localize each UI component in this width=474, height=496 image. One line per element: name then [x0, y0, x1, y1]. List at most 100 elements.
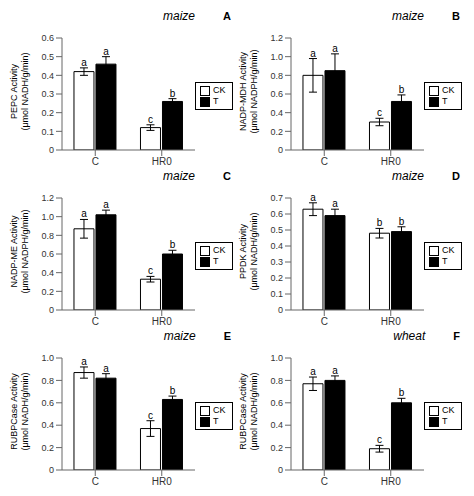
svg-text:c: c	[148, 265, 153, 276]
svg-text:a: a	[103, 46, 109, 57]
svg-text:0.8: 0.8	[41, 231, 54, 241]
svg-text:HR0: HR0	[152, 156, 172, 167]
svg-text:0.4: 0.4	[270, 420, 283, 430]
svg-text:PPDK Activity(μmol NADH/g/min): PPDK Activity(μmol NADH/g/min)	[238, 212, 259, 290]
svg-text:1.2: 1.2	[270, 33, 283, 43]
svg-text:0.8: 0.8	[270, 71, 283, 81]
html-text:CK: CK	[442, 245, 455, 255]
svg-text:0.7: 0.7	[270, 193, 283, 203]
svg-text:1.2: 1.2	[41, 193, 54, 203]
svg-text:HR0: HR0	[381, 476, 401, 487]
svg-text:a: a	[332, 198, 338, 209]
svg-text:0.6: 0.6	[41, 33, 54, 43]
svg-text:0.4: 0.4	[270, 108, 283, 118]
svg-text:HR0: HR0	[381, 156, 401, 167]
svg-text:a: a	[310, 192, 316, 203]
svg-text:b: b	[399, 84, 405, 95]
svg-text:0.2: 0.2	[41, 108, 54, 118]
svg-text:b: b	[170, 239, 176, 250]
svg-text:0.3: 0.3	[41, 89, 54, 99]
svg-text:C: C	[92, 156, 99, 167]
html-text:maize: maize	[163, 329, 196, 343]
html-text:CK: CK	[442, 85, 455, 95]
html-text:maize: maize	[163, 9, 195, 23]
svg-text:a: a	[81, 356, 87, 367]
svg-text:0.6: 0.6	[270, 398, 283, 408]
svg-text:0: 0	[278, 465, 283, 475]
svg-text:0.1: 0.1	[270, 289, 283, 299]
svg-text:0: 0	[49, 145, 54, 155]
svg-text:0.5: 0.5	[270, 225, 283, 235]
html-text:E: E	[223, 330, 231, 342]
svg-text:0.1: 0.1	[41, 127, 54, 137]
svg-text:0: 0	[49, 305, 54, 315]
svg-text:a: a	[310, 48, 316, 59]
svg-text:a: a	[332, 43, 338, 54]
svg-text:RUBPCase Activity(μmol NADH/g/: RUBPCase Activity(μmol NADH/g/min)	[238, 372, 259, 450]
svg-text:1.0: 1.0	[270, 52, 283, 62]
svg-text:C: C	[92, 316, 99, 327]
html-text:D: D	[452, 170, 460, 182]
html-text:maize: maize	[392, 9, 424, 23]
svg-text:0: 0	[278, 305, 283, 315]
svg-text:0: 0	[278, 145, 283, 155]
html-text:CK: CK	[213, 405, 226, 415]
svg-text:b: b	[170, 88, 176, 99]
svg-text:c: c	[148, 114, 153, 125]
html-text:maize: maize	[163, 169, 195, 183]
svg-text:C: C	[321, 156, 328, 167]
svg-text:0.6: 0.6	[41, 249, 54, 259]
svg-text:1.0: 1.0	[41, 353, 54, 363]
svg-text:b: b	[170, 385, 176, 396]
svg-text:a: a	[103, 363, 109, 374]
svg-text:0: 0	[49, 465, 54, 475]
svg-text:0.3: 0.3	[270, 257, 283, 267]
svg-text:0.4: 0.4	[41, 71, 54, 81]
svg-text:0.5: 0.5	[41, 52, 54, 62]
svg-text:0.8: 0.8	[270, 376, 283, 386]
svg-text:a: a	[310, 366, 316, 377]
svg-text:1.0: 1.0	[41, 212, 54, 222]
svg-text:a: a	[81, 208, 87, 219]
svg-text:b: b	[399, 216, 405, 227]
svg-text:0.4: 0.4	[41, 268, 54, 278]
svg-text:0.4: 0.4	[270, 241, 283, 251]
svg-text:0.6: 0.6	[270, 209, 283, 219]
svg-text:0.2: 0.2	[41, 443, 54, 453]
html-text:CK: CK	[213, 85, 226, 95]
svg-text:HR0: HR0	[381, 316, 401, 327]
svg-text:b: b	[399, 387, 405, 398]
svg-text:RUBPCase Activity(μmol NADH/g/: RUBPCase Activity(μmol NADH/g/min)	[9, 372, 30, 450]
html-text:CK: CK	[213, 245, 226, 255]
svg-text:a: a	[103, 199, 109, 210]
svg-text:C: C	[92, 476, 99, 487]
svg-text:C: C	[321, 316, 328, 327]
svg-text:NADP-MDH Activity(μmol NADPH/g: NADP-MDH Activity(μmol NADPH/g/min)	[238, 49, 259, 133]
svg-text:c: c	[148, 410, 153, 421]
svg-text:0.6: 0.6	[270, 89, 283, 99]
svg-text:b: b	[377, 217, 383, 228]
svg-text:c: c	[377, 434, 382, 445]
svg-text:1.0: 1.0	[270, 353, 283, 363]
svg-text:NADP-ME Activity(μmol NADPH/g/: NADP-ME Activity(μmol NADPH/g/min)	[9, 209, 30, 293]
svg-text:0.2: 0.2	[270, 127, 283, 137]
html-text:A: A	[223, 10, 231, 22]
svg-text:HR0: HR0	[152, 476, 172, 487]
html-text:B: B	[452, 10, 460, 22]
svg-text:a: a	[332, 365, 338, 376]
svg-text:0.4: 0.4	[41, 420, 54, 430]
html-text:CK: CK	[442, 405, 455, 415]
html-text:wheat: wheat	[393, 329, 426, 343]
svg-text:0.6: 0.6	[41, 398, 54, 408]
svg-text:C: C	[321, 476, 328, 487]
svg-text:HR0: HR0	[152, 316, 172, 327]
svg-text:PEPC Activity(μmol NADH/g/min): PEPC Activity(μmol NADH/g/min)	[9, 52, 30, 130]
svg-text:0.2: 0.2	[270, 443, 283, 453]
html-text:C: C	[223, 170, 231, 182]
svg-text:a: a	[81, 57, 87, 68]
html-text:maize: maize	[392, 169, 424, 183]
svg-text:0.8: 0.8	[41, 376, 54, 386]
svg-text:c: c	[377, 107, 382, 118]
svg-text:0.2: 0.2	[270, 273, 283, 283]
svg-text:0.2: 0.2	[41, 287, 54, 297]
